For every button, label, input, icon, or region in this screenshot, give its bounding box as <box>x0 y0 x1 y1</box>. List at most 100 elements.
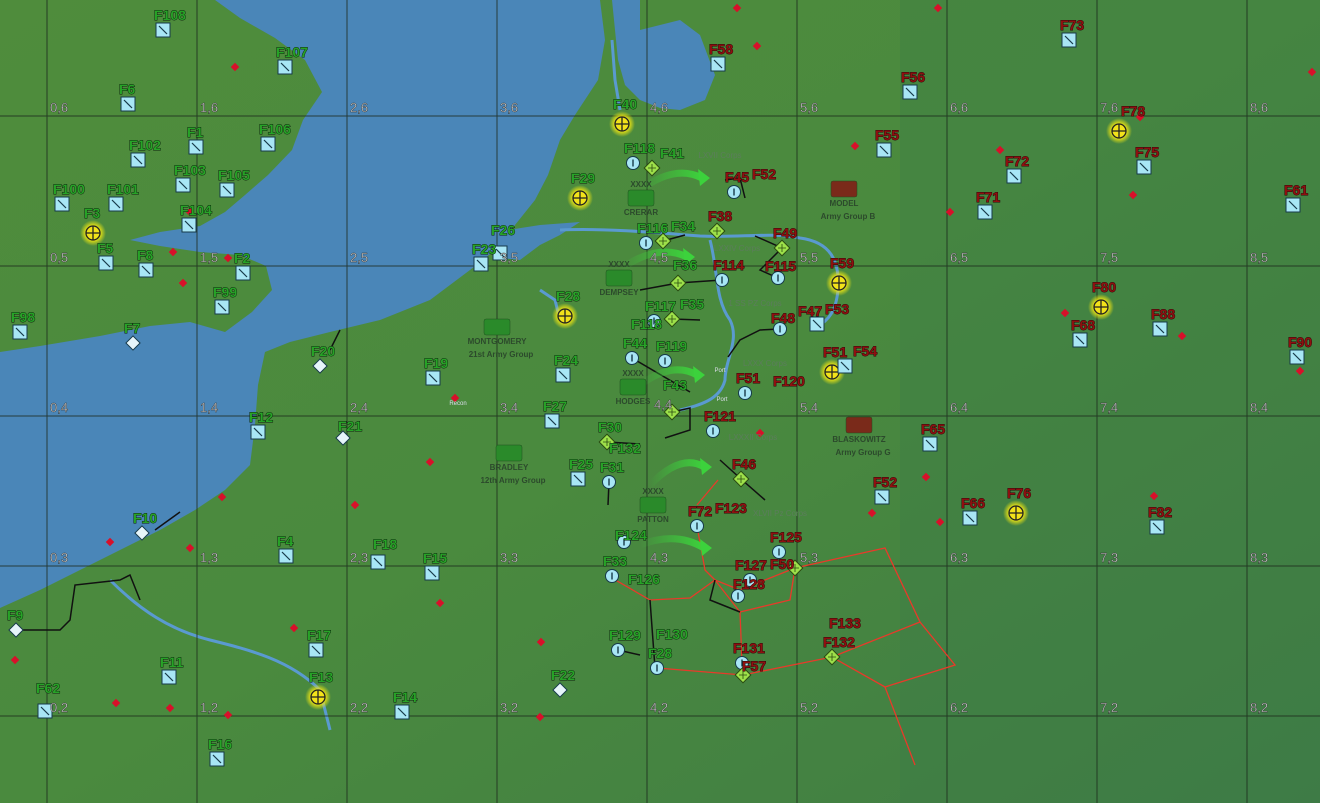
unit-f31[interactable] <box>602 475 616 489</box>
unit-f7[interactable] <box>125 335 141 351</box>
unit-f101[interactable] <box>108 196 124 212</box>
unit-f124[interactable] <box>617 535 631 549</box>
unit-f41[interactable] <box>643 159 661 177</box>
hq-hodges[interactable]: XXXX HODGES <box>616 369 651 406</box>
unit-f13[interactable] <box>305 684 331 710</box>
unit-f105[interactable] <box>219 182 235 198</box>
unit-f59[interactable] <box>826 270 852 296</box>
unit-f40[interactable] <box>609 111 635 137</box>
unit-f117[interactable] <box>647 314 661 328</box>
unit-f72[interactable] <box>690 519 704 533</box>
unit-f125[interactable] <box>772 545 786 559</box>
naval-diamond-icon[interactable] <box>125 335 141 351</box>
hq-crerar[interactable]: XXXX CRERAR <box>624 180 658 217</box>
unit-f65[interactable] <box>922 436 938 452</box>
unit-f100[interactable] <box>54 196 70 212</box>
unit-f26[interactable] <box>492 245 508 261</box>
unit-f11[interactable] <box>161 669 177 685</box>
unit-f71[interactable] <box>977 204 993 220</box>
hq-marker[interactable] <box>830 180 858 198</box>
unit-f35[interactable] <box>663 310 681 328</box>
unit-f90[interactable] <box>1289 349 1305 365</box>
unit-f45[interactable] <box>727 185 741 199</box>
unit-f127[interactable] <box>743 573 757 587</box>
hq-dempsey[interactable]: XXXX DEMPSEY <box>599 260 639 297</box>
unit-f28[interactable] <box>650 661 664 675</box>
unit-f17[interactable] <box>308 642 324 658</box>
hq-marker[interactable] <box>639 496 667 514</box>
unit-f3[interactable] <box>80 220 106 246</box>
unit-f121[interactable] <box>706 424 720 438</box>
unit-f5[interactable] <box>98 255 114 271</box>
hq-marker[interactable] <box>483 318 511 336</box>
unit-f29[interactable] <box>567 185 593 211</box>
unit-f46[interactable] <box>732 470 750 488</box>
naval-diamond-icon[interactable] <box>312 358 328 374</box>
naval-diamond-icon[interactable] <box>335 430 351 446</box>
unit-f16[interactable] <box>209 751 225 767</box>
hq-marker[interactable] <box>495 444 523 462</box>
unit-f55[interactable] <box>876 142 892 158</box>
unit-f119[interactable] <box>658 354 672 368</box>
unit-f9[interactable] <box>8 622 24 638</box>
unit-f102[interactable] <box>130 152 146 168</box>
unit-f4[interactable] <box>278 548 294 564</box>
naval-diamond-icon[interactable] <box>8 622 24 638</box>
unit-f49[interactable] <box>773 239 791 257</box>
unit-f73[interactable] <box>1061 32 1077 48</box>
hq-marker[interactable] <box>627 189 655 207</box>
unit-f51[interactable] <box>738 386 752 400</box>
unit-f54[interactable] <box>837 358 853 374</box>
unit-f28[interactable] <box>552 303 578 329</box>
unit-f62[interactable] <box>37 703 53 719</box>
hq-montgomery[interactable]: MONTGOMERY 21st Army Group <box>468 318 534 359</box>
unit-f12[interactable] <box>250 424 266 440</box>
naval-diamond-icon[interactable] <box>134 525 150 541</box>
unit-f6[interactable] <box>120 96 136 112</box>
unit-f34[interactable] <box>654 232 672 250</box>
unit-f20[interactable] <box>312 358 328 374</box>
unit-f48[interactable] <box>773 322 787 336</box>
unit-f76[interactable] <box>1003 500 1029 526</box>
unit-f99[interactable] <box>214 299 230 315</box>
unit-f50[interactable] <box>786 559 804 577</box>
unit-f116[interactable] <box>639 236 653 250</box>
hq-model[interactable]: MODEL Army Group B <box>821 180 876 221</box>
unit-f72[interactable] <box>1006 168 1022 184</box>
unit-f103[interactable] <box>175 177 191 193</box>
naval-diamond-icon[interactable] <box>552 682 568 698</box>
unit-f66[interactable] <box>962 510 978 526</box>
hq-bradley[interactable]: BRADLEY 12th Army Group <box>480 444 546 485</box>
unit-f44[interactable] <box>625 351 639 365</box>
hq-marker[interactable] <box>605 269 633 287</box>
unit-f27[interactable] <box>544 413 560 429</box>
unit-f2[interactable] <box>235 265 251 281</box>
unit-f118[interactable] <box>626 156 640 170</box>
unit-f132[interactable] <box>823 648 841 666</box>
unit-f23[interactable] <box>473 256 489 272</box>
unit-f88[interactable] <box>1152 321 1168 337</box>
unit-f56[interactable] <box>902 84 918 100</box>
unit-f43[interactable] <box>663 403 681 421</box>
unit-f57[interactable] <box>734 666 752 684</box>
unit-f25[interactable] <box>570 471 586 487</box>
unit-f18[interactable] <box>370 554 386 570</box>
unit-f104[interactable] <box>181 217 197 233</box>
unit-f58[interactable] <box>710 56 726 72</box>
unit-f10[interactable] <box>134 525 150 541</box>
unit-f108[interactable] <box>155 22 171 38</box>
unit-f53[interactable] <box>809 316 825 332</box>
hq-patton[interactable]: XXXX PATTON <box>637 487 669 524</box>
hq-blaskowitz[interactable]: BLASKOWITZ Army Group G <box>832 416 891 457</box>
unit-f128[interactable] <box>731 589 745 603</box>
unit-f107[interactable] <box>277 59 293 75</box>
unit-f115[interactable] <box>771 271 785 285</box>
unit-f30[interactable] <box>598 433 616 451</box>
unit-f52[interactable] <box>874 489 890 505</box>
unit-f8[interactable] <box>138 262 154 278</box>
unit-f106[interactable] <box>260 136 276 152</box>
unit-f15[interactable] <box>424 565 440 581</box>
unit-f78[interactable] <box>1106 118 1132 144</box>
unit-f61[interactable] <box>1285 197 1301 213</box>
